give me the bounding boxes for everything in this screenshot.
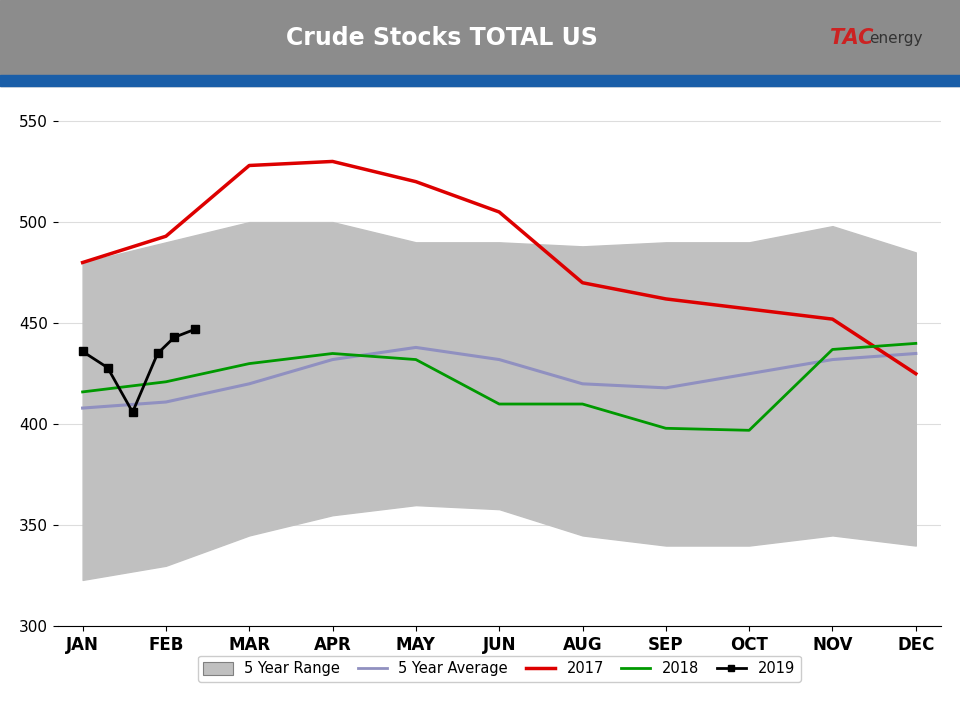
Text: energy: energy xyxy=(869,30,923,45)
Text: TAC: TAC xyxy=(830,28,874,48)
Bar xyxy=(0,75,960,86)
Text: Crude Stocks TOTAL US: Crude Stocks TOTAL US xyxy=(286,26,597,50)
Legend: 5 Year Range, 5 Year Average, 2017, 2018, 2019: 5 Year Range, 5 Year Average, 2017, 2018… xyxy=(198,655,801,682)
